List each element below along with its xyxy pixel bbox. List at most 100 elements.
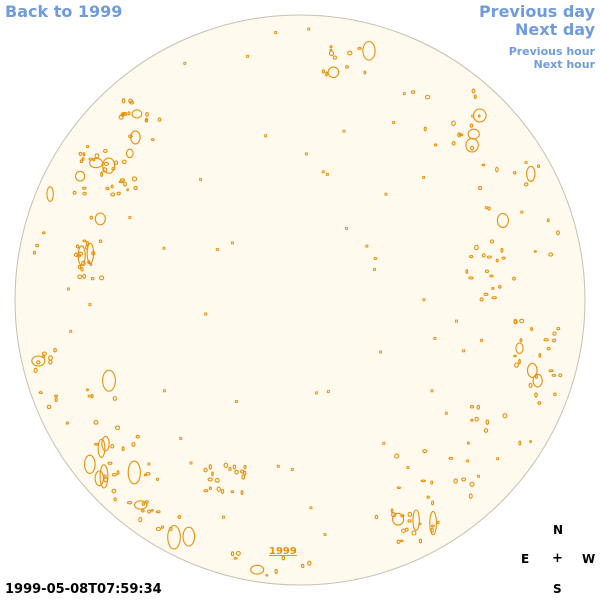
contour-speck [321, 170, 325, 174]
contour-speck [304, 152, 308, 156]
compass-north: N [553, 523, 564, 537]
compass-south: S [553, 582, 562, 596]
contour-mark [486, 255, 492, 259]
contour-speck [307, 27, 311, 31]
contour-mark [513, 319, 518, 325]
contour-mark [133, 185, 138, 191]
contour-mark [121, 446, 125, 452]
contour-mark [479, 297, 484, 302]
contour-mark [138, 516, 143, 523]
contour-mark [500, 248, 504, 253]
contour-mark [114, 425, 121, 431]
contour-mark [145, 112, 149, 117]
contour-speck [379, 350, 383, 354]
contour-mark [478, 186, 483, 191]
contour-speck [69, 329, 73, 333]
contour-mark [168, 526, 173, 531]
contour-mark [94, 470, 105, 487]
contour-mark [125, 148, 134, 159]
contour-mark [528, 382, 533, 388]
next-day-link[interactable]: Next day [515, 20, 595, 39]
contour-mark [160, 525, 165, 529]
contour-mark [216, 486, 221, 492]
contour-mark [228, 466, 232, 472]
contour-mark [485, 419, 490, 425]
back-to-year-link[interactable]: Back to 1999 [5, 2, 123, 21]
contour-speck [373, 267, 376, 271]
contour-mark [131, 109, 143, 119]
contour-speck [162, 246, 166, 250]
contour-speck [88, 303, 92, 307]
contour-mark [546, 346, 551, 351]
contour-speck [462, 349, 466, 353]
next-hour-link[interactable]: Next hour [533, 58, 596, 71]
contour-speck [326, 390, 330, 394]
contour-speck [274, 31, 278, 34]
contour-mark [126, 188, 129, 192]
contour-mark [232, 464, 237, 470]
contour-mark [87, 260, 91, 265]
contour-mark [235, 550, 241, 556]
contour-mark [54, 397, 58, 403]
contour-speck [87, 394, 91, 398]
contour-mark [532, 373, 543, 388]
contour-mark [126, 501, 133, 505]
contour-speck [422, 175, 426, 179]
contour-mark [431, 500, 435, 506]
previous-day-link[interactable]: Previous day [478, 2, 595, 21]
contour-speck [480, 338, 484, 342]
contour-mark [53, 348, 57, 353]
contour-mark [155, 510, 161, 514]
contour-speck [246, 54, 250, 58]
contour-mark [484, 269, 490, 273]
compass-center: + [552, 551, 563, 566]
contour-mark [81, 157, 85, 161]
contour-mark [167, 524, 181, 550]
contour-mark [208, 486, 212, 491]
contour-mark [321, 69, 326, 74]
contour-mark [82, 186, 87, 190]
contour-mark [515, 342, 524, 354]
contour-mark [230, 551, 235, 557]
contour-mark [548, 369, 554, 373]
contour-mark [407, 519, 412, 523]
contour-speck [466, 459, 470, 463]
contour-mark [123, 112, 128, 116]
contour-mark [546, 218, 550, 223]
contour-speck [436, 521, 440, 524]
contour-mark [407, 511, 413, 517]
contour-speck [179, 436, 183, 440]
contour-speck [264, 134, 268, 138]
contour-mark [394, 453, 400, 459]
contour-mark [469, 404, 474, 409]
contour-speck [276, 464, 280, 468]
contour-mark [133, 500, 148, 510]
contour-mark [35, 243, 40, 248]
contour-mark [467, 128, 480, 140]
contour-mark [91, 251, 96, 256]
contour-mark [90, 394, 94, 399]
contour-mark [518, 358, 521, 365]
contour-speck [422, 298, 426, 302]
contour-mark [491, 296, 497, 300]
contour-mark [97, 438, 106, 458]
contour-mark [203, 467, 208, 473]
contour-speck [524, 160, 528, 164]
year-link[interactable]: 1999 [269, 546, 297, 557]
contour-speck [384, 192, 388, 196]
contour-mark [32, 250, 37, 255]
contour-mark [36, 360, 41, 365]
contour-mark [48, 355, 53, 361]
contour-mark [76, 253, 82, 258]
contour-mark [220, 488, 225, 494]
contour-mark [551, 373, 557, 377]
contour-mark [131, 441, 136, 447]
contour-mark [345, 65, 349, 69]
contour-mark [400, 528, 406, 533]
contour-mark [94, 212, 106, 226]
contour-mark [77, 274, 83, 280]
contour-mark [481, 163, 486, 167]
previous-hour-link[interactable]: Previous hour [508, 45, 595, 58]
contour-mark [105, 187, 110, 191]
contour-mark [127, 460, 141, 485]
